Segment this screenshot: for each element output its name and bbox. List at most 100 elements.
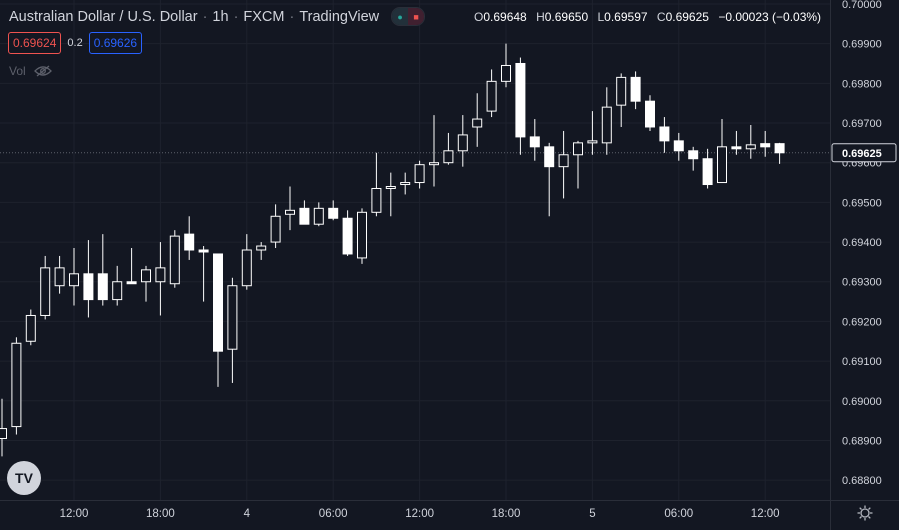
candle — [97, 234, 108, 306]
bid-button[interactable]: 0.69624 — [8, 32, 62, 54]
candle-body-up — [717, 146, 727, 184]
candle — [673, 132, 684, 161]
candle-body-up — [616, 76, 627, 106]
candle — [141, 265, 151, 302]
candle-body-down — [688, 150, 699, 160]
separator: · — [233, 8, 239, 25]
candle-body-down — [299, 207, 310, 225]
ask-button[interactable]: 0.69626 — [88, 32, 143, 54]
candle-body-up — [601, 106, 612, 144]
candle — [54, 255, 65, 294]
spread-value: 0.2 — [67, 37, 83, 49]
candle-body-up — [270, 215, 281, 243]
open-label: O — [474, 10, 484, 24]
candle-body-down — [342, 217, 353, 255]
candle-body-up — [573, 142, 583, 156]
time-axis[interactable]: 12:00 18:00 4 06:00 12:00 18:00 5 06:00 12:00 — [60, 508, 780, 520]
gear-icon[interactable] — [856, 504, 874, 522]
price-tick-label: 0.69300 — [842, 277, 882, 289]
time-tick-label: 12:00 — [405, 508, 434, 520]
candle — [745, 125, 756, 159]
open-value: 0.69648 — [483, 10, 527, 24]
candle-body-down — [328, 207, 339, 219]
price-tick-label: 0.69400 — [842, 237, 882, 249]
candle — [760, 130, 771, 157]
candle — [83, 240, 94, 318]
candle — [429, 115, 439, 187]
tradingview-logo-icon[interactable]: TV — [7, 461, 41, 495]
separator: · — [202, 8, 208, 25]
candle-body-up — [69, 273, 79, 287]
price-tick-label: 0.69700 — [842, 118, 882, 130]
candle-body-up — [472, 118, 483, 128]
candle-body-down — [515, 62, 526, 138]
candle — [717, 119, 727, 184]
candle-body-up — [313, 207, 324, 225]
candle-body-up — [558, 154, 569, 168]
price-tick-label: 0.70000 — [842, 0, 882, 11]
exchange-label: FXCM — [243, 8, 285, 25]
candle-body-up — [457, 134, 468, 152]
candle — [342, 210, 353, 256]
candle — [213, 253, 223, 387]
candle — [645, 95, 655, 131]
candle — [313, 202, 324, 227]
low-value: 0.69597 — [604, 10, 648, 24]
change-value: −0.00023 (−0.03%) — [718, 10, 822, 24]
candle — [601, 87, 612, 155]
eye-off-icon[interactable] — [33, 65, 52, 77]
candle — [256, 242, 267, 260]
symbol-name[interactable]: Australian Dollar / U.S. Dollar — [9, 8, 198, 25]
candle — [457, 115, 468, 167]
volume-legend[interactable]: Vol — [9, 64, 52, 78]
candle — [630, 71, 641, 110]
time-tick-label: 12:00 — [751, 508, 780, 520]
candle-body-up — [385, 186, 396, 189]
candle — [702, 148, 713, 189]
time-tick-label: 18:00 — [492, 508, 521, 520]
candle — [587, 111, 598, 155]
candle — [501, 43, 511, 88]
time-tick-label: 12:00 — [60, 508, 89, 520]
candle-body-up — [241, 249, 252, 287]
candle — [112, 265, 123, 306]
candle — [155, 242, 166, 316]
candle-body-up — [414, 164, 425, 184]
candle — [198, 246, 209, 302]
candle-body-down — [529, 136, 540, 148]
candle — [241, 234, 252, 290]
time-tick-label: 06:00 — [664, 508, 693, 520]
candle — [659, 117, 670, 153]
candle-body-up — [141, 269, 151, 283]
candle — [400, 172, 411, 195]
candle-body-up — [443, 150, 454, 164]
candle-series — [0, 43, 785, 457]
last-price-text: 0.69625 — [842, 148, 882, 160]
candle-body-down — [97, 273, 108, 301]
candle-body-down — [630, 76, 641, 102]
time-tick-label: 5 — [589, 508, 595, 520]
candle — [515, 57, 526, 155]
candle — [774, 142, 785, 164]
candle-body-up — [40, 267, 51, 316]
symbol-header[interactable]: Australian Dollar / U.S. Dollar · 1h · F… — [9, 7, 426, 26]
price-axis[interactable]: 0.700000.699000.698000.697000.696000.695… — [842, 0, 882, 487]
candle — [414, 160, 425, 189]
candle-body-down — [702, 158, 713, 186]
high-value: 0.69650 — [544, 10, 589, 24]
volume-label: Vol — [9, 64, 26, 78]
candle — [0, 398, 7, 457]
candle-body-up — [357, 211, 367, 259]
candle-body-up — [400, 182, 411, 186]
interval-label[interactable]: 1h — [212, 8, 229, 25]
candle — [285, 186, 295, 231]
candle-body-down — [774, 143, 785, 154]
time-tick-label: 06:00 — [319, 508, 348, 520]
candle-body-down — [213, 253, 223, 352]
candle — [270, 204, 281, 249]
candle — [486, 69, 497, 118]
candle-body-up — [227, 285, 238, 350]
market-status-toggle[interactable]: ● ■ — [391, 7, 426, 26]
candle — [443, 132, 454, 165]
